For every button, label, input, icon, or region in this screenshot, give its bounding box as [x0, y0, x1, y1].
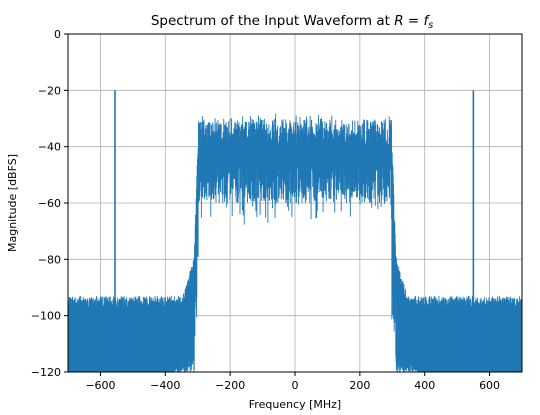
x-tick-label: 200: [349, 379, 370, 392]
y-axis-label: Magnitude [dBFS]: [6, 154, 19, 252]
chart-title-math-sub: s: [428, 20, 433, 31]
x-axis-label: Frequency [MHz]: [249, 398, 341, 411]
x-tick-label: 400: [414, 379, 435, 392]
x-tick-label: −600: [85, 379, 115, 392]
chart-title: Spectrum of the Input Waveform at R = fs: [151, 13, 433, 31]
chart-title-math: R = f: [394, 13, 430, 29]
x-tick-label: 600: [479, 379, 500, 392]
x-tick-label: −200: [215, 379, 245, 392]
tick-layer: −600 −400 −200 0 200 400 600 0 −20 −40 −60 −80 −100 −…: [31, 28, 500, 392]
y-tick-label: 0: [54, 28, 61, 41]
y-tick-label: −100: [31, 310, 61, 323]
y-tick-label: −40: [38, 141, 61, 154]
chart-title-prefix: Spectrum of the Input Waveform at: [151, 13, 394, 29]
y-tick-label: −20: [38, 84, 61, 97]
y-tick-label: −120: [31, 366, 61, 379]
y-tick-label: −60: [38, 197, 61, 210]
x-tick-label: 0: [292, 379, 299, 392]
x-tick-label: −400: [150, 379, 180, 392]
data-layer: [67, 90, 523, 372]
y-tick-label: −80: [38, 253, 61, 266]
